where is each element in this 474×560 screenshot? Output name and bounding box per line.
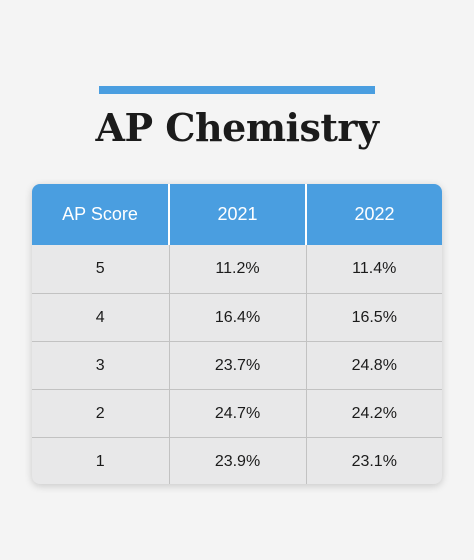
cell-2021: 16.4% xyxy=(168,293,306,342)
table-row: 2 24.7% 24.2% xyxy=(32,389,442,438)
column-header-ap-score: AP Score xyxy=(32,184,169,245)
cell-2021: 11.2% xyxy=(168,245,306,294)
cell-2022: 16.5% xyxy=(305,293,442,342)
table-header-row: AP Score 2021 2022 xyxy=(32,184,442,245)
cell-2022: 23.1% xyxy=(305,437,442,484)
cell-score: 2 xyxy=(32,389,169,438)
cell-2021: 23.9% xyxy=(168,437,306,484)
cell-2022: 11.4% xyxy=(305,245,442,294)
table-row: 1 23.9% 23.1% xyxy=(32,437,442,484)
column-header-2021: 2021 xyxy=(168,184,306,245)
score-table-card: AP Score 2021 2022 5 11.2% 11.4% 4 16.4%… xyxy=(32,184,442,484)
column-header-2022: 2022 xyxy=(305,184,442,245)
cell-score: 1 xyxy=(32,437,169,484)
page-title: AP Chemistry xyxy=(95,105,379,150)
title-accent-bar xyxy=(99,86,375,94)
cell-2022: 24.8% xyxy=(305,341,442,390)
table-row: 4 16.4% 16.5% xyxy=(32,293,442,342)
score-distribution-table: AP Score 2021 2022 5 11.2% 11.4% 4 16.4%… xyxy=(32,184,442,484)
cell-2021: 24.7% xyxy=(168,389,306,438)
cell-score: 3 xyxy=(32,341,169,390)
cell-2022: 24.2% xyxy=(305,389,442,438)
cell-score: 4 xyxy=(32,293,169,342)
cell-2021: 23.7% xyxy=(168,341,306,390)
table-row: 3 23.7% 24.8% xyxy=(32,341,442,390)
table-row: 5 11.2% 11.4% xyxy=(32,245,442,294)
cell-score: 5 xyxy=(95,260,105,277)
